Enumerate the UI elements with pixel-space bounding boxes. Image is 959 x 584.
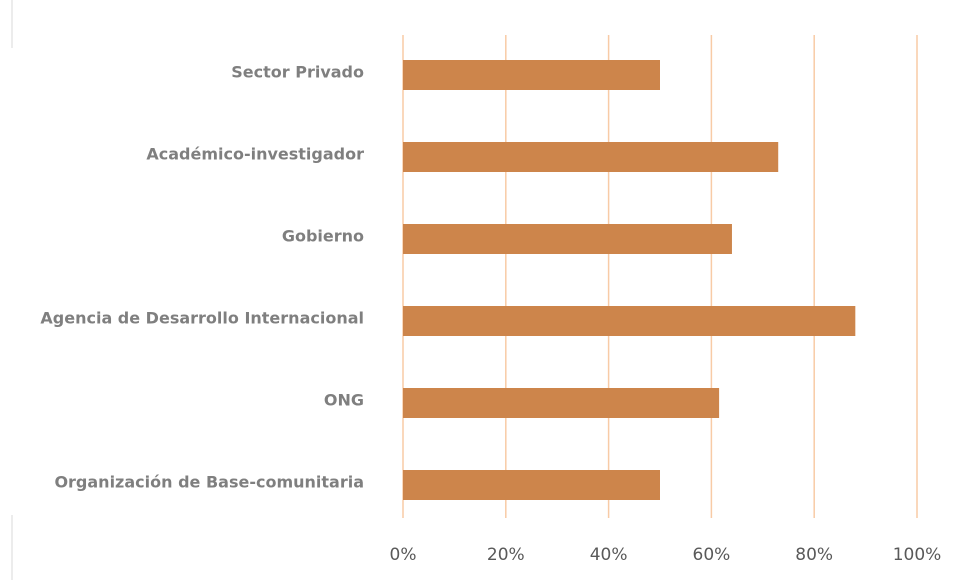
category-label: Agencia de Desarrollo Internacional xyxy=(40,309,364,328)
x-axis-tick-labels: 0% 20% 40% 60% 80% 100% xyxy=(390,545,942,565)
category-label: Gobierno xyxy=(282,227,364,246)
bar xyxy=(403,470,660,500)
category-labels: Sector Privado Académico-investigador Gobi… xyxy=(40,63,364,492)
bar xyxy=(403,388,720,418)
x-tick-label: 0% xyxy=(390,545,417,565)
x-tick-label: 60% xyxy=(693,545,731,565)
category-label: Académico-investigador xyxy=(146,145,364,164)
gridlines xyxy=(402,35,918,518)
bar xyxy=(403,306,856,336)
x-tick-label: 20% xyxy=(487,545,525,565)
x-tick-label: 100% xyxy=(893,545,942,565)
x-tick-label: 80% xyxy=(795,545,833,565)
category-label: ONG xyxy=(324,391,364,410)
bar xyxy=(403,142,779,172)
category-label: Organización de Base-comunitaria xyxy=(54,473,364,492)
bar xyxy=(403,60,660,90)
bar xyxy=(403,224,732,254)
category-label: Sector Privado xyxy=(231,63,364,82)
bars xyxy=(403,60,856,500)
x-tick-label: 40% xyxy=(590,545,628,565)
